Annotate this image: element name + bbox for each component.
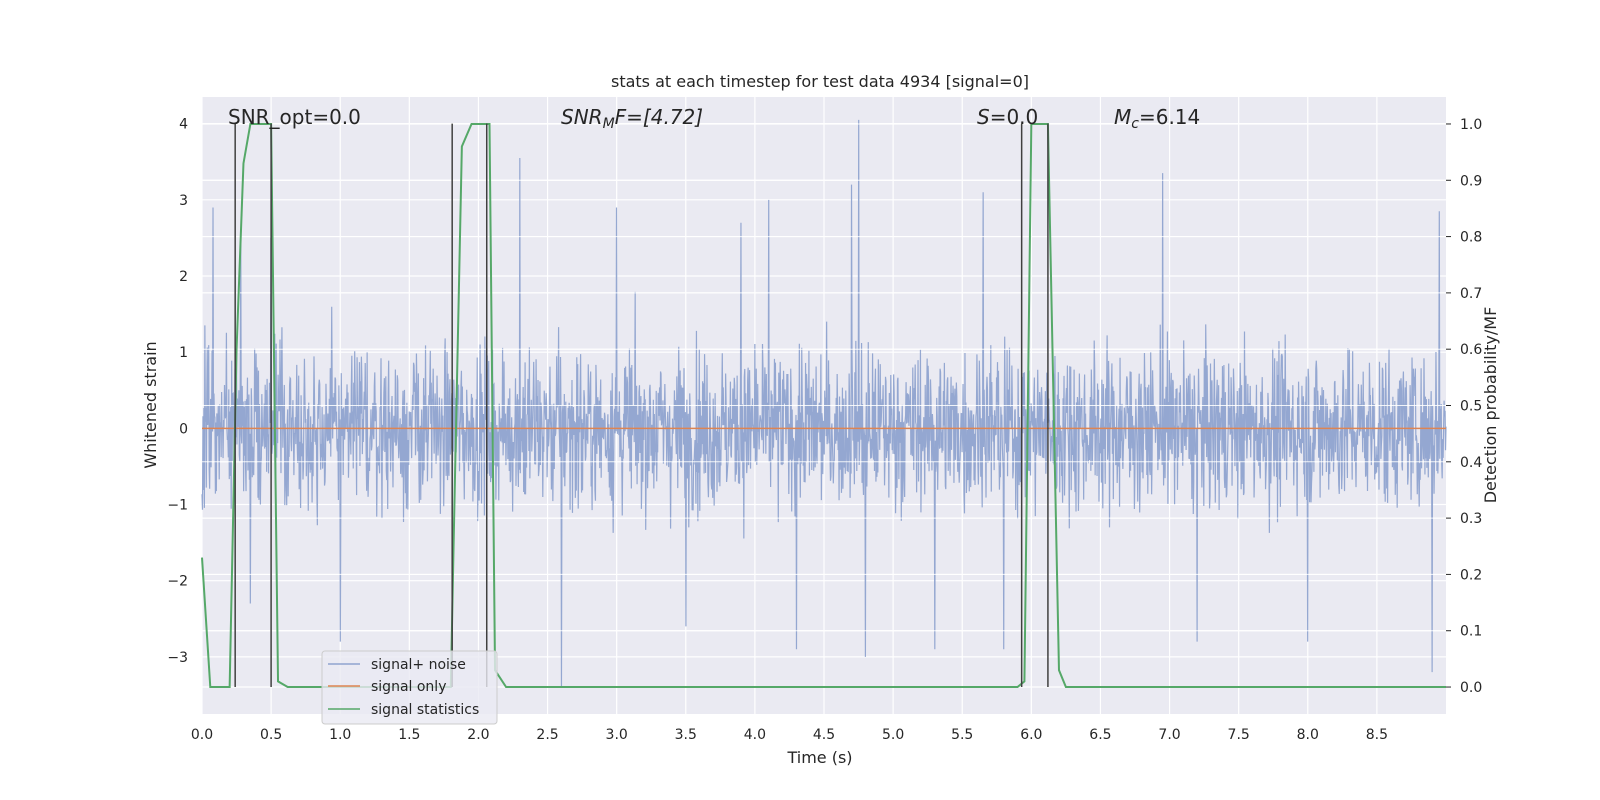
chart-title: stats at each timestep for test data 493… xyxy=(611,72,1029,91)
y2-tick-label: 0.6 xyxy=(1460,342,1482,358)
y2-tick-label: 0.1 xyxy=(1460,624,1482,640)
x-tick-label: 3.0 xyxy=(606,727,628,743)
x-tick-label: 5.5 xyxy=(951,727,973,743)
series-lines xyxy=(201,122,1446,689)
y2-axis-label: Detection probability/MF xyxy=(1481,307,1500,504)
y2-tick-label: 0.2 xyxy=(1460,567,1482,583)
x-tick-label: 1.5 xyxy=(398,727,420,743)
ticks: 0.0 0.5 1.0 1.5 2.0 2.5 3.0 3.5 4.0 4.5 5.0 5.5 6.0 6… xyxy=(167,117,1482,743)
y-tick-label: 4 xyxy=(179,117,188,133)
x-tick-label: 0.5 xyxy=(260,727,282,743)
x-tick-label: 4.5 xyxy=(813,727,835,743)
y2-tick-label: 0.0 xyxy=(1460,680,1482,696)
y-tick-label: −1 xyxy=(167,498,188,514)
annotation-snr-mf: SNRMF=[4.72] xyxy=(561,105,703,132)
x-tick-label: 3.5 xyxy=(675,727,697,743)
y-tick-label: 2 xyxy=(179,269,188,285)
x-tick-label: 4.0 xyxy=(744,727,766,743)
noise-series xyxy=(201,119,1447,688)
y-tick-label: −3 xyxy=(167,650,188,666)
y2-tick-label: 0.5 xyxy=(1460,399,1482,415)
y2-tick-label: 1.0 xyxy=(1460,117,1482,133)
y-tick-label: 0 xyxy=(179,421,188,437)
x-tick-label: 2.5 xyxy=(536,727,558,743)
y2-tick-label: 0.4 xyxy=(1460,455,1482,471)
x-axis-label: Time (s) xyxy=(786,748,852,767)
y-tick-label: 1 xyxy=(179,345,188,361)
y2-tick-label: 0.3 xyxy=(1460,511,1482,527)
x-tick-label: 5.0 xyxy=(882,727,904,743)
x-tick-label: 1.0 xyxy=(329,727,351,743)
x-tick-label: 6.0 xyxy=(1020,727,1042,743)
y-axis-label: Whitened strain xyxy=(141,341,160,468)
series-signal-statistics xyxy=(201,122,1446,689)
series-signal-noise xyxy=(201,119,1447,688)
x-tick-label: 8.0 xyxy=(1297,727,1319,743)
y-tick-label: −2 xyxy=(167,574,188,590)
legend-label-signal: signal only xyxy=(371,679,446,695)
x-tick-label: 2.0 xyxy=(467,727,489,743)
y2-tick-label: 0.7 xyxy=(1460,286,1482,302)
marker-lines xyxy=(234,123,1049,688)
y-tick-label: 3 xyxy=(179,193,188,209)
annotation-snr-opt: SNR_opt=0.0 xyxy=(228,105,361,129)
x-tick-label: 6.5 xyxy=(1089,727,1111,743)
x-tick-label: 7.5 xyxy=(1228,727,1250,743)
annotation-mc: Mc=6.14 xyxy=(1114,105,1200,132)
legend: signal+ noise signal only signal statist… xyxy=(321,650,498,725)
y2-tick-label: 0.9 xyxy=(1460,173,1482,189)
legend-box xyxy=(321,650,498,725)
y2-tick-label: 0.8 xyxy=(1460,230,1482,246)
x-tick-label: 8.5 xyxy=(1366,727,1388,743)
x-tick-label: 7.0 xyxy=(1158,727,1180,743)
x-tick-label: 0.0 xyxy=(191,727,213,743)
legend-label-stats: signal statistics xyxy=(371,702,479,718)
legend-label-noise: signal+ noise xyxy=(371,657,466,673)
annotation-s: S=0.0 xyxy=(977,105,1038,129)
